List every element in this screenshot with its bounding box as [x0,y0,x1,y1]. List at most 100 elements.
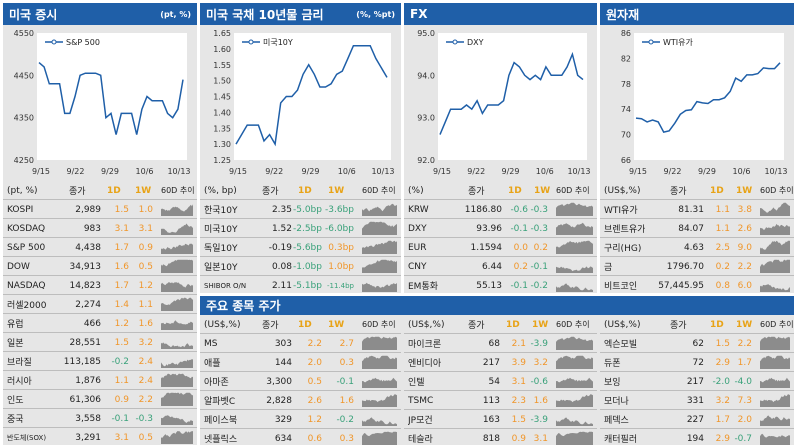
legend-marker [648,39,654,45]
close-value: 68 [488,338,500,349]
sparkline-area [161,259,193,273]
close-value: 303 [274,338,292,349]
row-label: WTI유가 [604,206,638,216]
chart-svg: 1.65 1.60 1.55 1.50 1.45 1.40 1.35 1.30 1.25 9/15… [213,29,394,176]
sparkline-60d [556,336,593,350]
sparkline-60d [161,282,193,292]
table-header-cell: (US$,%) [408,319,445,330]
sparkline-area [556,222,593,235]
sparkline-60d [161,415,193,425]
table-header-cell: 60D 추이 [760,186,794,195]
change-1w: 3.1 [533,433,548,444]
row-label: KRW [408,204,429,215]
change-1w: 0.3 [339,357,354,368]
fx-title: FX [410,7,428,21]
change-1d: 1.5 [114,337,129,348]
row-label: EUR [408,242,427,253]
sparkline-area [556,266,593,273]
close-value: 818 [482,433,500,444]
y-tick-label: 1.25 [213,156,231,165]
row-separator [3,199,197,200]
commodity-title: 원자재 [606,7,640,22]
table-header-row: (US$,%) 종가 1D 1W 60D 추이 [600,315,794,334]
row-separator [200,237,401,238]
table-row: TSMC 113 2.3 1.6 [404,391,597,410]
change-1d: -0.2 [111,356,129,367]
change-1d: 0.5 [307,376,322,387]
table-row: CNY 6.44 0.2 -0.1 [404,257,597,276]
y-tick-label: 93.0 [417,114,435,123]
trend-60d [760,374,790,391]
close-value: 2.11 [271,280,292,291]
row-separator [200,333,401,334]
y-tick-label: 1.45 [213,93,231,102]
sparkline-60d [362,259,397,273]
sparkline-area [161,320,193,330]
y-tick-label: 1.55 [213,61,231,70]
table-row: EUR 1.1594 0.0 0.2 [404,238,597,257]
sparkline-60d [362,355,397,369]
x-tick-label: 9/22 [664,167,682,176]
table-row: 러시아 1,876 1.1 2.4 [3,371,197,390]
change-1d: 0.9 [511,433,526,444]
table-header-cell: 1D [710,185,724,196]
change-1d: 1.2 [114,318,129,329]
table-row: 애플 144 2.0 0.3 [200,353,401,372]
table-header-cell: 1D [710,319,724,330]
us-stock-unit: (pt, %) [160,9,191,19]
sparkline-60d [556,377,593,388]
y-tick-label: 86 [621,29,631,38]
row-separator [200,390,401,391]
row-label: MS [204,338,218,349]
table-row: 페이스북 329 1.2 -0.2 [200,410,401,429]
sparkline-60d [760,415,790,426]
change-1w: 3.2 [533,357,548,368]
close-value: 1.1594 [470,242,503,253]
row-separator [200,409,401,410]
table-row: SHIBOR O/N 2.11 -5.1bp -11.4bp [200,276,401,295]
change-1w: 1.6 [533,395,548,406]
series-line [38,62,184,135]
sparkline-area [161,373,193,387]
major-stocks-table-3: (US$,%) 종가 1D 1W 60D 추이 엑슨모빌 62 1.5 2.2 듀폰 72 2.9 1.… [600,315,794,445]
change-1d: 0.6 [307,433,322,444]
x-tick-label: 9/15 [32,167,50,176]
change-1w: 0.2 [533,242,548,253]
table-row: 미국10Y 1.52 -2.5bp -6.0bp [200,219,401,238]
sparkline-60d [362,240,397,254]
table-row: 유럽 466 1.2 1.6 [3,314,197,333]
major-stocks-panel [200,296,794,445]
trend-60d [556,202,593,219]
chart-svg: 4550 4450 4350 4250 9/15 9/22 9/29 10/6 10/13 S&P… [14,29,191,176]
row-label: 브라질 [7,358,32,368]
row-separator [404,275,597,276]
trend-60d [760,221,790,238]
table-row: EM통화 55.13 -0.1 -0.2 [404,276,597,295]
trend-60d [760,259,790,276]
sparkline-60d [161,359,193,368]
sparkline-area [161,342,193,349]
row-separator [600,199,794,200]
row-separator [404,390,597,391]
sparkline-60d [556,431,593,445]
table-row: 반도체(SOX) 3,291 3.1 0.5 [3,428,197,447]
table-row: 엑슨모빌 62 1.5 2.2 [600,334,794,353]
sparkline-area [556,240,593,254]
change-1d: -2.0 [712,376,730,387]
sparkline-area [161,415,193,425]
y-tick-label: 4550 [14,29,34,38]
table-header-cell: 1W [532,319,549,330]
trend-60d [362,355,397,372]
sparkline-area [556,283,593,292]
x-tick-label: 9/15 [229,167,247,176]
table-row: 알파벳C 2,828 2.6 1.6 [200,391,401,410]
sparkline-60d [760,284,790,292]
change-1d: -5.6bp [293,242,322,253]
sparkline-area [760,259,790,273]
table-header-cell: 1W [534,185,551,196]
close-value: 217 [482,357,500,368]
x-tick-label: 9/29 [302,167,320,176]
table-row: KOSPI 2,989 1.5 1.0 [3,200,197,219]
y-tick-label: 1.30 [213,140,231,149]
close-value: 4,438 [75,242,101,253]
